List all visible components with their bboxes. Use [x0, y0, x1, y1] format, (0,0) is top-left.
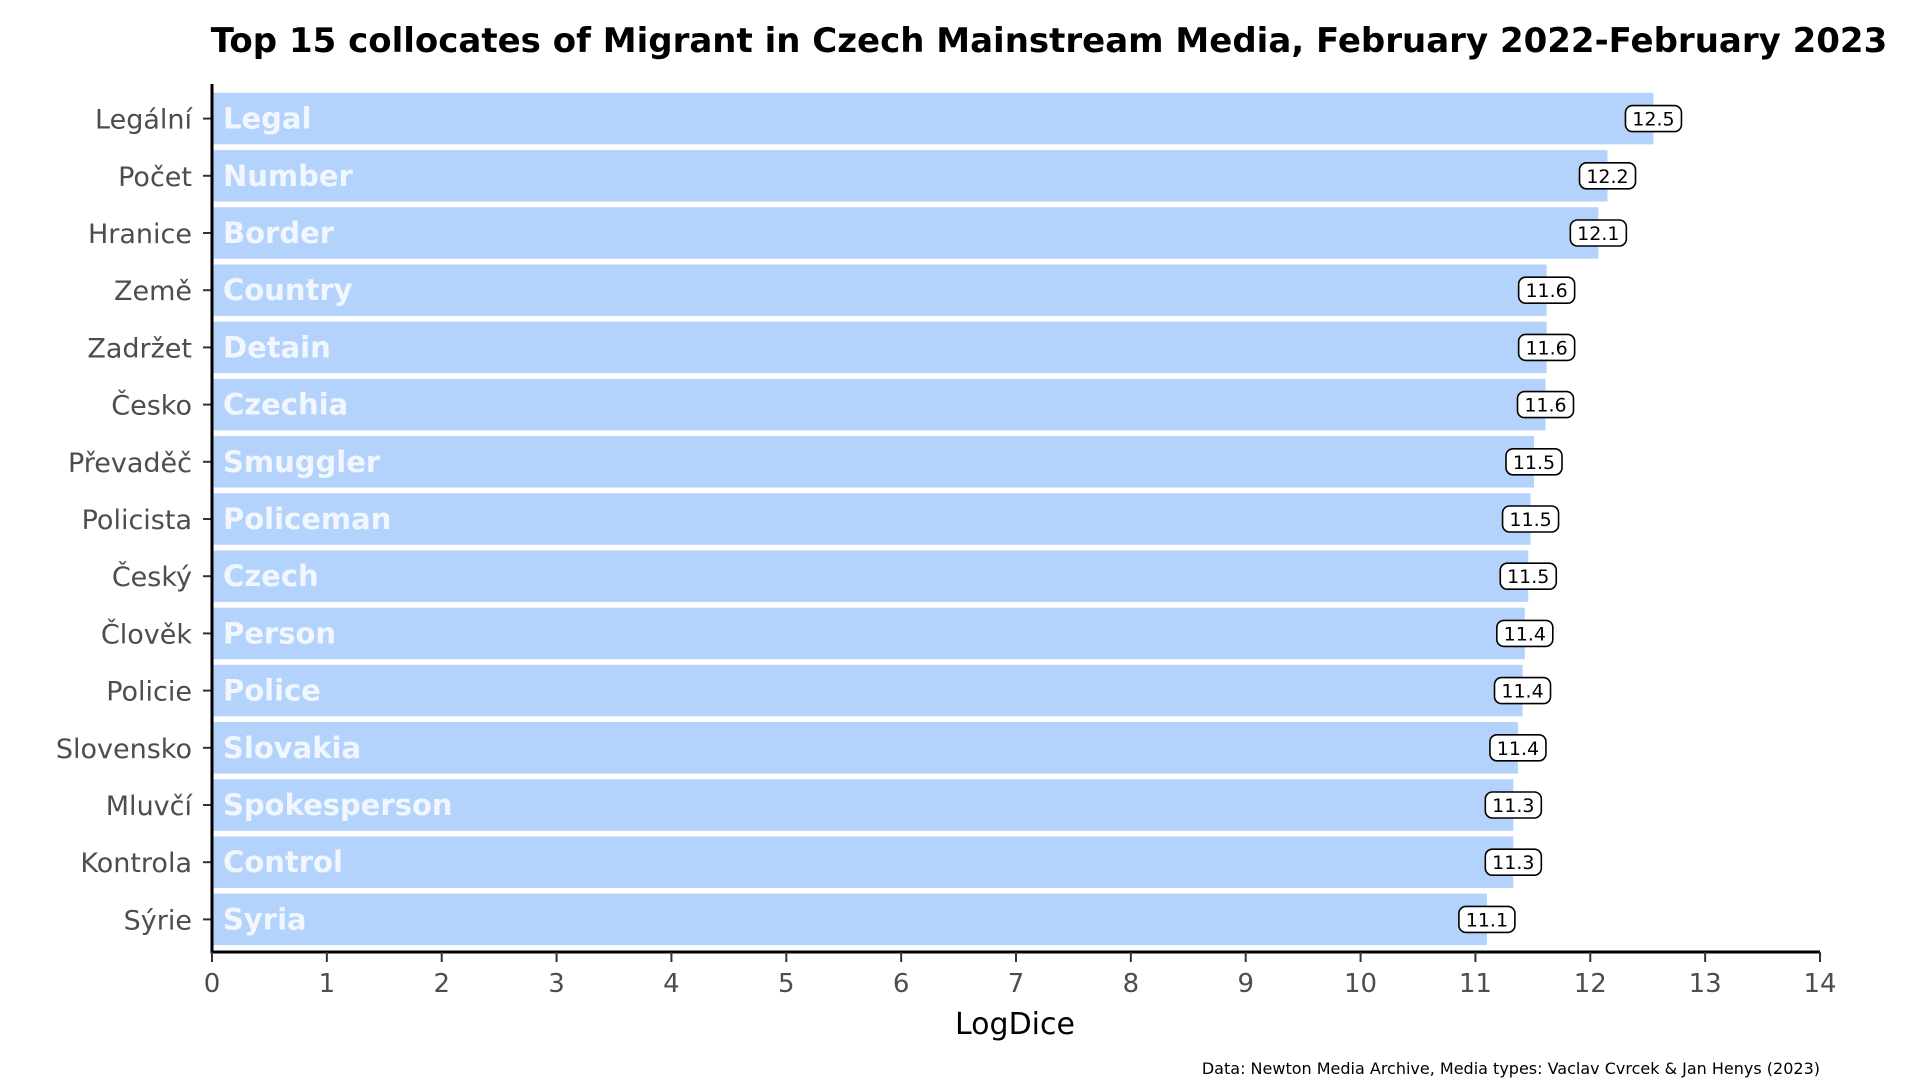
bar-translation-label: Policeman — [223, 502, 391, 536]
bar — [212, 607, 1525, 660]
y-tick-label: Zadržet — [87, 333, 192, 364]
x-tick-label: 14 — [1803, 969, 1836, 999]
value-label: 11.6 — [1525, 280, 1567, 302]
y-tick-label: Slovensko — [56, 734, 192, 765]
value-label: 11.3 — [1492, 852, 1534, 874]
chart-caption: Data: Newton Media Archive, Media types:… — [1202, 1059, 1820, 1078]
bars-layer — [212, 92, 1654, 946]
value-label: 11.6 — [1525, 337, 1567, 359]
y-tick-label: Počet — [118, 162, 192, 193]
y-tick-label: Kontrola — [80, 848, 192, 879]
value-label-box — [1484, 848, 1543, 877]
bar-translation-label: Person — [223, 616, 336, 650]
bar — [212, 836, 1514, 888]
y-tick-label: Český — [112, 561, 192, 593]
bar-translation-label: Slovakia — [223, 731, 361, 765]
x-tick-label: 0 — [204, 969, 221, 999]
value-label-box — [1505, 447, 1563, 476]
bar-text-layer: Legal Number Border Country Detain Czechia Smu… — [223, 102, 453, 937]
bar-translation-label: Syria — [223, 902, 307, 936]
value-label: 11.5 — [1507, 566, 1549, 588]
bar — [212, 893, 1487, 946]
y-tick-label: Česko — [111, 390, 192, 422]
x-tick-label: 9 — [1237, 969, 1254, 999]
bar — [212, 321, 1547, 374]
value-label-box — [1499, 562, 1558, 591]
x-tick-label: 7 — [1008, 969, 1025, 999]
value-label-box — [1489, 733, 1547, 762]
value-label: 12.1 — [1577, 223, 1619, 245]
value-label: 11.4 — [1497, 738, 1539, 760]
value-label: 11.1 — [1466, 909, 1508, 931]
value-label: 11.5 — [1513, 452, 1555, 474]
value-label: 12.5 — [1632, 109, 1674, 131]
value-label: 12.2 — [1586, 166, 1628, 188]
bar — [212, 92, 1654, 145]
y-tick-label: Legální — [95, 105, 193, 136]
bar — [212, 664, 1523, 717]
value-label: 11.4 — [1504, 623, 1546, 645]
y-axis: Legální Počet Hranice Země Zadržet Česko Převa… — [56, 84, 214, 952]
x-tick-label: 12 — [1574, 969, 1607, 999]
x-tick-label: 11 — [1459, 969, 1492, 999]
value-label-box — [1624, 104, 1683, 133]
y-tick-label: Hranice — [88, 219, 192, 250]
bar — [212, 207, 1599, 259]
x-tick-label: 8 — [1123, 969, 1140, 999]
y-tick-label: Policista — [82, 505, 192, 536]
bar — [212, 550, 1529, 602]
x-tick-label: 3 — [548, 969, 565, 999]
bar-translation-label: Detain — [223, 330, 331, 364]
bar — [212, 378, 1546, 431]
value-label-layer: 12.5 12.2 12.1 11.6 11.6 11.6 11.5 11.5 11.5 11.4… — [1458, 104, 1683, 934]
value-label-box — [1517, 333, 1576, 362]
value-label: 11.5 — [1509, 509, 1551, 531]
value-label-box — [1569, 219, 1628, 247]
bar — [212, 722, 1518, 774]
x-tick-label: 5 — [778, 969, 795, 999]
value-label: 11.4 — [1501, 681, 1543, 703]
x-axis: 0 1 2 3 4 5 6 7 8 9 10 11 12 13 14 — [204, 950, 1837, 999]
x-axis-title: LogDice — [955, 1007, 1075, 1042]
bar — [212, 264, 1547, 316]
y-tick-label: Země — [114, 276, 192, 307]
bar-translation-label: Control — [223, 845, 343, 879]
x-tick-label: 1 — [319, 969, 336, 999]
value-label-box — [1458, 905, 1516, 934]
value-label-box — [1493, 676, 1552, 705]
value-label-box — [1496, 619, 1554, 648]
x-tick-label: 10 — [1344, 969, 1377, 999]
x-tick-label: 2 — [433, 969, 450, 999]
value-label-box — [1578, 162, 1637, 190]
x-tick-label: 4 — [663, 969, 680, 999]
bar-translation-label: Spokesperson — [223, 788, 453, 822]
bar-translation-label: Border — [223, 216, 335, 250]
value-label-box — [1501, 505, 1560, 533]
bar — [212, 779, 1514, 831]
bar — [212, 150, 1608, 202]
bar-translation-label: Country — [223, 273, 353, 307]
y-tick-label: Policie — [106, 677, 192, 708]
value-label-box — [1517, 276, 1576, 305]
bar-translation-label: Legal — [223, 102, 311, 136]
bar-translation-label: Police — [223, 674, 321, 708]
bar-translation-label: Czech — [223, 559, 319, 593]
value-label-box — [1484, 791, 1543, 819]
y-tick-label: Mluvčí — [106, 791, 194, 822]
y-tick-label: Člověk — [101, 618, 192, 650]
y-tick-label: Sýrie — [124, 905, 192, 936]
value-label-box — [1516, 390, 1575, 419]
bar — [212, 493, 1531, 545]
value-label: 11.3 — [1492, 795, 1534, 817]
chart-title: Top 15 collocates of Migrant in Czech Ma… — [211, 21, 1888, 61]
value-label: 11.6 — [1524, 395, 1566, 417]
bar-translation-label: Smuggler — [223, 445, 381, 479]
bar — [212, 436, 1535, 488]
y-tick-label: Převaděč — [68, 448, 192, 479]
x-tick-label: 13 — [1689, 969, 1722, 999]
bar-translation-label: Number — [223, 159, 354, 193]
bar-translation-label: Czechia — [223, 388, 348, 422]
x-tick-label: 6 — [893, 969, 910, 999]
